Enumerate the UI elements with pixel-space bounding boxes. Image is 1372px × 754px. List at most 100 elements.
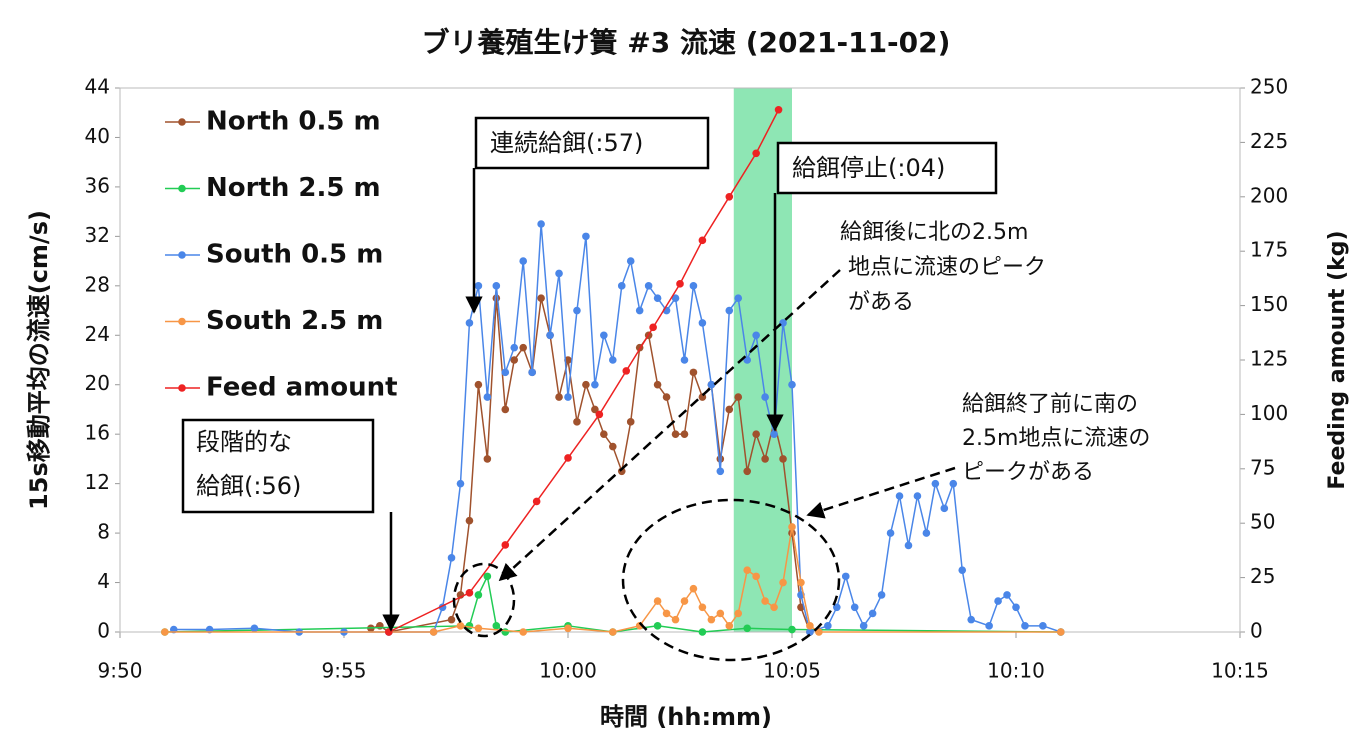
data-point [501, 405, 510, 414]
series-line [164, 526, 1061, 633]
data-point [582, 232, 590, 241]
data-point [770, 603, 778, 612]
data-point [671, 430, 680, 438]
data-point [725, 193, 734, 201]
data-point [886, 529, 895, 537]
legend-label: South 2.5 m [206, 306, 383, 336]
data-point [483, 572, 492, 581]
y-tick-label: 8 [97, 520, 110, 544]
data-point [743, 467, 751, 476]
data-point [582, 380, 590, 389]
data-point [752, 149, 760, 158]
y-tick-label: 0 [97, 619, 110, 643]
data-point [895, 492, 904, 500]
data-point [752, 572, 760, 581]
data-point [967, 615, 975, 624]
annotation-box [474, 116, 710, 170]
y-tick-label: 28 [85, 272, 110, 296]
annotation: 連続給餌(:57) [490, 129, 643, 157]
data-point [994, 597, 1002, 605]
legend-marker [178, 184, 186, 193]
data-point [474, 591, 483, 599]
y-tick-label: 12 [85, 470, 110, 494]
legend-marker [178, 317, 186, 326]
x-axis-label: 時間 (hh:mm) [600, 703, 772, 731]
y-tick-label: 44 [85, 75, 110, 99]
y2-tick-label: 200 [1250, 183, 1288, 207]
data-point [617, 282, 626, 290]
data-point [537, 220, 545, 228]
data-point [680, 430, 689, 438]
data-point [985, 622, 993, 630]
data-point [510, 356, 519, 364]
data-point [573, 418, 581, 426]
data-point [653, 622, 662, 630]
data-point [788, 625, 796, 634]
legend-marker [178, 251, 186, 259]
legend-label: North 0.5 m [206, 107, 381, 137]
y2-tick-label: 250 [1250, 75, 1288, 99]
y-tick-label: 40 [85, 124, 110, 148]
data-point [922, 529, 931, 537]
annotation-box [181, 418, 375, 514]
data-point [447, 554, 456, 562]
data-point [698, 236, 707, 245]
data-point [474, 282, 483, 290]
data-point [456, 622, 465, 630]
data-point [519, 628, 527, 636]
arrow [806, 466, 956, 519]
data-point [662, 393, 671, 401]
annotation: 給餌(:56) [196, 472, 301, 500]
data-point [725, 622, 734, 630]
data-point [949, 479, 958, 488]
series-line [370, 298, 811, 633]
data-point [555, 269, 563, 278]
data-point [779, 455, 787, 463]
data-point [653, 294, 662, 302]
data-point [649, 323, 657, 332]
data-point [743, 566, 751, 574]
y2-tick-label: 175 [1250, 238, 1288, 262]
annotation: 地点に流速のピーク [848, 255, 1046, 280]
x-tick-label: 10:10 [987, 659, 1045, 683]
data-point [680, 356, 689, 364]
annotation: 2.5m地点に流速の [962, 426, 1150, 451]
data-point [707, 380, 716, 389]
y-axis-label: 15s移動平均の流速(cm/s) [25, 210, 53, 510]
data-point [761, 393, 769, 401]
data-point [1021, 622, 1029, 630]
x-tick-label: 10:00 [539, 659, 597, 683]
chart-title: ブリ養殖生け簀 #3 流速 (2021-11-02) [422, 26, 951, 59]
data-point [1012, 603, 1020, 612]
y2-tick-label: 50 [1250, 510, 1275, 534]
data-point [474, 380, 483, 389]
data-point [1057, 628, 1065, 636]
data-point [734, 393, 743, 401]
data-point [591, 380, 599, 389]
data-point [743, 356, 751, 364]
data-point [532, 497, 541, 506]
data-point [698, 603, 707, 612]
data-point [662, 609, 671, 618]
annotation: 給餌停止(:04) [792, 154, 945, 182]
data-point [564, 393, 572, 401]
legend-marker [178, 118, 186, 126]
data-point [904, 541, 913, 550]
data-point [671, 615, 680, 624]
data-point [676, 280, 684, 288]
data-point [447, 615, 456, 624]
data-point [824, 622, 832, 630]
data-point [564, 624, 572, 633]
data-point [483, 393, 492, 401]
data-point [689, 368, 698, 377]
data-point [671, 294, 680, 302]
y2-axis-label: Feeding amount (kg) [1325, 230, 1350, 489]
data-point [931, 479, 940, 488]
data-point [761, 455, 769, 463]
data-point [609, 628, 617, 636]
y2-tick-label: 0 [1250, 619, 1263, 643]
data-point [761, 597, 769, 605]
data-point [595, 410, 604, 419]
data-point [635, 306, 644, 315]
data-point [483, 455, 492, 463]
